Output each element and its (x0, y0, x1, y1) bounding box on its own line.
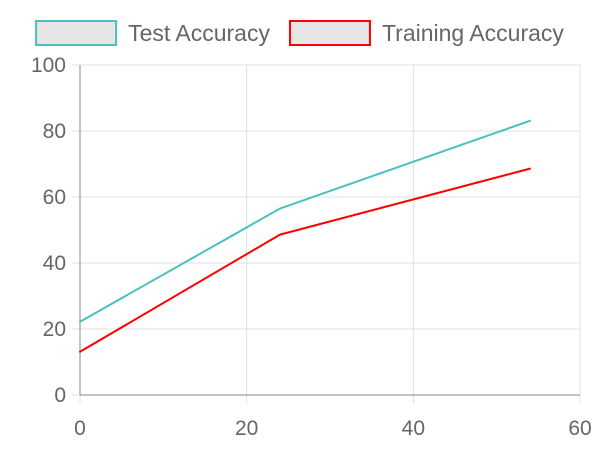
data-point (527, 166, 533, 172)
grid (72, 64, 581, 403)
x-axis-ticks: 0 20 40 60 (74, 417, 592, 440)
x-tick-label: 0 (74, 417, 86, 440)
legend-swatch (35, 20, 118, 46)
x-tick-label: 60 (568, 417, 591, 440)
y-axis-ticks: 0 20 40 60 80 100 (31, 54, 66, 407)
series-line-training-accuracy (79, 167, 531, 353)
x-tick-label: 20 (235, 417, 258, 440)
legend-swatch (288, 20, 371, 46)
legend: Test Accuracy Training Accuracy (35, 20, 564, 46)
y-tick-label: 60 (43, 186, 66, 209)
y-tick-label: 80 (43, 120, 66, 143)
legend-label: Training Accuracy (382, 20, 564, 46)
data-point (77, 349, 83, 355)
data-point (277, 206, 283, 212)
y-tick-label: 100 (31, 54, 66, 77)
series-line-test-accuracy (79, 119, 531, 323)
y-tick-label: 40 (43, 252, 66, 275)
axes (79, 65, 580, 396)
series-lines (77, 118, 533, 355)
y-tick-label: 20 (43, 318, 66, 341)
data-point (277, 232, 283, 238)
data-point (77, 319, 83, 325)
legend-item[interactable]: Training Accuracy (288, 20, 564, 46)
data-point (527, 118, 533, 124)
x-tick-label: 40 (402, 417, 425, 440)
legend-item[interactable]: Test Accuracy (35, 20, 270, 46)
legend-label: Test Accuracy (128, 20, 270, 46)
y-tick-label: 0 (54, 384, 66, 407)
